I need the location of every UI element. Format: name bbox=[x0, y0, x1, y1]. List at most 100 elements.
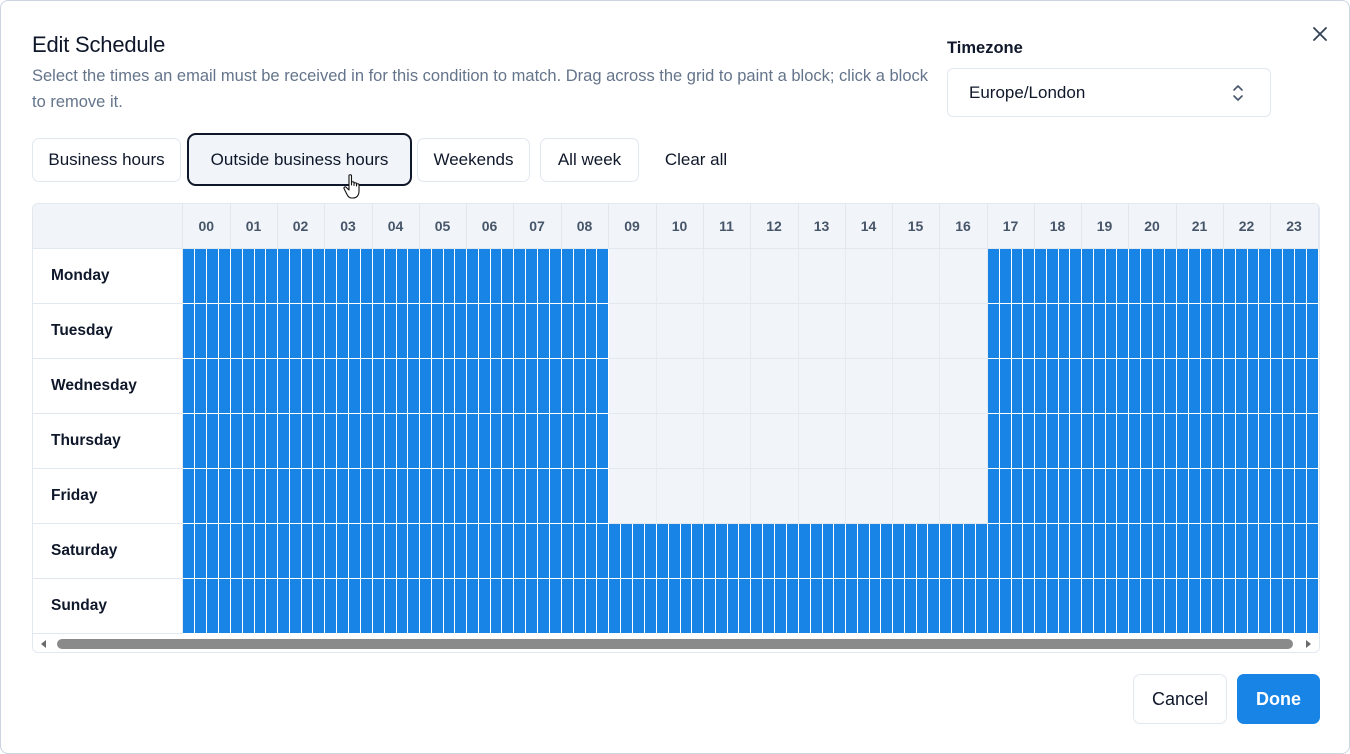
schedule-cell[interactable] bbox=[1294, 469, 1307, 524]
schedule-cell[interactable] bbox=[348, 359, 361, 414]
schedule-cell[interactable] bbox=[892, 414, 940, 469]
schedule-cell[interactable] bbox=[230, 469, 243, 524]
schedule-cell[interactable] bbox=[513, 524, 526, 579]
schedule-cell[interactable] bbox=[396, 469, 408, 524]
schedule-cell[interactable] bbox=[632, 524, 645, 579]
schedule-cell[interactable] bbox=[1034, 359, 1047, 414]
schedule-cell[interactable] bbox=[207, 469, 219, 524]
schedule-cell[interactable] bbox=[336, 414, 349, 469]
schedule-cell[interactable] bbox=[254, 414, 266, 469]
schedule-cell[interactable] bbox=[348, 469, 361, 524]
schedule-cell[interactable] bbox=[195, 359, 207, 414]
schedule-cell[interactable] bbox=[549, 414, 562, 469]
schedule-cell[interactable] bbox=[1046, 469, 1059, 524]
schedule-cell[interactable] bbox=[265, 304, 278, 359]
schedule-cell[interactable] bbox=[1140, 414, 1153, 469]
schedule-cell[interactable] bbox=[1105, 524, 1117, 579]
schedule-cell[interactable] bbox=[987, 524, 1000, 579]
schedule-cell[interactable] bbox=[1258, 579, 1271, 634]
schedule-cell[interactable] bbox=[195, 524, 207, 579]
schedule-cell[interactable] bbox=[454, 359, 467, 414]
schedule-cell[interactable] bbox=[561, 304, 574, 359]
schedule-cell[interactable] bbox=[490, 359, 502, 414]
schedule-cell[interactable] bbox=[869, 524, 881, 579]
schedule-cell[interactable] bbox=[644, 524, 657, 579]
schedule-cell[interactable] bbox=[513, 579, 526, 634]
schedule-cell[interactable] bbox=[561, 469, 574, 524]
schedule-cell[interactable] bbox=[312, 469, 325, 524]
schedule-cell[interactable] bbox=[501, 249, 514, 304]
schedule-cell[interactable] bbox=[265, 359, 278, 414]
clear-all-button[interactable]: Clear all bbox=[649, 138, 743, 182]
schedule-cell[interactable] bbox=[219, 304, 231, 359]
schedule-cell[interactable] bbox=[703, 524, 716, 579]
schedule-cell[interactable] bbox=[561, 359, 574, 414]
preset-all-week-button[interactable]: All week bbox=[540, 138, 639, 182]
schedule-cell[interactable] bbox=[1247, 359, 1259, 414]
schedule-cell[interactable] bbox=[573, 249, 586, 304]
schedule-cell[interactable] bbox=[242, 469, 255, 524]
schedule-cell[interactable] bbox=[1282, 304, 1295, 359]
schedule-cell[interactable] bbox=[372, 524, 385, 579]
schedule-cell[interactable] bbox=[1069, 524, 1082, 579]
schedule-cell[interactable] bbox=[407, 579, 420, 634]
schedule-cell[interactable] bbox=[1282, 249, 1295, 304]
schedule-cell[interactable] bbox=[691, 524, 704, 579]
schedule-cell[interactable] bbox=[289, 524, 302, 579]
schedule-cell[interactable] bbox=[1282, 469, 1295, 524]
schedule-cell[interactable] bbox=[1200, 414, 1212, 469]
schedule-cell[interactable] bbox=[608, 469, 657, 524]
schedule-cell[interactable] bbox=[1081, 524, 1094, 579]
schedule-cell[interactable] bbox=[490, 469, 502, 524]
schedule-cell[interactable] bbox=[1235, 579, 1248, 634]
schedule-cell[interactable] bbox=[1247, 249, 1259, 304]
schedule-cell[interactable] bbox=[1247, 414, 1259, 469]
schedule-cell[interactable] bbox=[1128, 414, 1141, 469]
schedule-cell[interactable] bbox=[407, 304, 420, 359]
schedule-cell[interactable] bbox=[561, 579, 574, 634]
schedule-cell[interactable] bbox=[183, 304, 195, 359]
schedule-cell[interactable] bbox=[419, 414, 432, 469]
schedule-cell[interactable] bbox=[336, 579, 349, 634]
schedule-cell[interactable] bbox=[207, 304, 219, 359]
schedule-cell[interactable] bbox=[230, 359, 243, 414]
schedule-cell[interactable] bbox=[431, 579, 444, 634]
schedule-cell[interactable] bbox=[419, 469, 432, 524]
schedule-cell[interactable] bbox=[372, 469, 385, 524]
schedule-cell[interactable] bbox=[1176, 249, 1189, 304]
horizontal-scrollbar[interactable] bbox=[33, 635, 1319, 652]
schedule-cell[interactable] bbox=[774, 579, 787, 634]
schedule-cell[interactable] bbox=[1022, 469, 1035, 524]
schedule-cell[interactable] bbox=[289, 414, 302, 469]
schedule-cell[interactable] bbox=[1223, 579, 1236, 634]
schedule-cell[interactable] bbox=[845, 359, 893, 414]
schedule-cell[interactable] bbox=[454, 249, 467, 304]
schedule-cell[interactable] bbox=[798, 579, 811, 634]
schedule-cell[interactable] bbox=[513, 359, 526, 414]
schedule-cell[interactable] bbox=[1011, 304, 1023, 359]
schedule-cell[interactable] bbox=[384, 304, 397, 359]
schedule-cell[interactable] bbox=[999, 414, 1012, 469]
schedule-cell[interactable] bbox=[1247, 524, 1259, 579]
schedule-cell[interactable] bbox=[1188, 359, 1201, 414]
schedule-cell[interactable] bbox=[1270, 469, 1283, 524]
schedule-cell[interactable] bbox=[585, 524, 597, 579]
schedule-cell[interactable] bbox=[466, 469, 479, 524]
schedule-cell[interactable] bbox=[1247, 304, 1259, 359]
schedule-cell[interactable] bbox=[1211, 579, 1224, 634]
schedule-cell[interactable] bbox=[360, 249, 373, 304]
schedule-cell[interactable] bbox=[987, 579, 1000, 634]
schedule-cell[interactable] bbox=[620, 579, 633, 634]
schedule-cell[interactable] bbox=[585, 304, 597, 359]
schedule-cell[interactable] bbox=[596, 249, 609, 304]
schedule-cell[interactable] bbox=[277, 524, 290, 579]
schedule-cell[interactable] bbox=[301, 414, 313, 469]
schedule-cell[interactable] bbox=[466, 524, 479, 579]
schedule-cell[interactable] bbox=[573, 304, 586, 359]
schedule-cell[interactable] bbox=[195, 249, 207, 304]
schedule-cell[interactable] bbox=[951, 524, 964, 579]
schedule-cell[interactable] bbox=[620, 524, 633, 579]
preset-weekends-button[interactable]: Weekends bbox=[417, 138, 530, 182]
schedule-cell[interactable] bbox=[1105, 304, 1117, 359]
schedule-cell[interactable] bbox=[1176, 359, 1189, 414]
